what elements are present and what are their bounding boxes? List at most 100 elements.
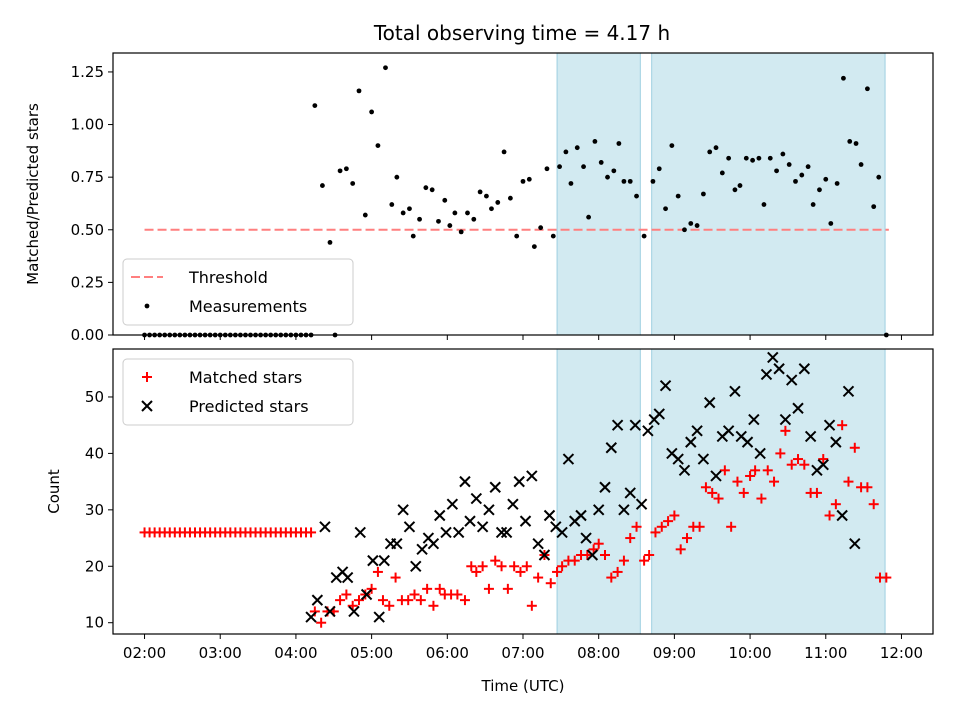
data-point — [377, 595, 388, 606]
data-point — [760, 368, 773, 381]
data-point — [428, 600, 439, 611]
marker-d2 — [483, 504, 495, 516]
data-point — [669, 510, 680, 521]
data-point — [634, 193, 639, 199]
y-tick-label: 50 — [85, 388, 104, 406]
data-point — [605, 174, 610, 180]
data-point — [704, 396, 716, 409]
marker-d2 — [446, 498, 459, 510]
data-point — [678, 464, 691, 477]
data-point — [477, 561, 488, 572]
x-tick-label: 07:00 — [501, 644, 544, 662]
data-point — [745, 470, 756, 481]
y-axis-label: Count — [45, 469, 63, 514]
marker-d2 — [722, 425, 735, 437]
data-point — [656, 166, 662, 172]
data-point — [598, 160, 604, 165]
data-point — [691, 425, 703, 437]
x-tick-label: 04:00 — [274, 644, 317, 662]
data-point — [580, 532, 592, 544]
y-tick-label: 1.00 — [71, 116, 104, 134]
data-point — [520, 178, 526, 184]
data-point — [710, 470, 722, 482]
data-point — [635, 498, 648, 510]
data-point — [650, 527, 661, 538]
y-tick-label: 30 — [85, 501, 104, 519]
marker-d2 — [470, 492, 483, 505]
data-point — [818, 454, 829, 465]
data-point — [754, 447, 766, 460]
data-point — [305, 611, 317, 623]
data-point — [663, 206, 668, 212]
data-point — [429, 187, 435, 193]
y-tick-label: 0.00 — [71, 326, 104, 344]
data-point — [403, 521, 416, 533]
marker-d2 — [672, 453, 684, 465]
data-point — [324, 605, 336, 618]
data-point — [390, 572, 401, 583]
marker-d2 — [532, 537, 544, 550]
data-point — [538, 225, 544, 231]
data-point — [841, 75, 846, 81]
data-point — [849, 442, 860, 453]
data-point — [650, 178, 656, 184]
data-point — [556, 526, 568, 539]
data-point — [543, 509, 556, 522]
data-point — [756, 155, 762, 161]
data-point — [694, 223, 700, 228]
data-point — [464, 515, 476, 527]
marker-d2 — [495, 526, 508, 539]
data-point — [557, 561, 568, 572]
data-point — [452, 210, 458, 216]
data-point — [611, 419, 624, 431]
data-point — [639, 555, 650, 566]
marker-d2 — [410, 560, 422, 572]
marker-d2 — [507, 498, 519, 510]
data-point — [452, 589, 463, 600]
data-point — [476, 521, 489, 533]
y-tick-label: 0.25 — [71, 273, 104, 291]
marker-d2 — [779, 413, 792, 426]
data-point — [470, 492, 483, 505]
data-point — [810, 202, 816, 207]
marker-d2 — [599, 481, 611, 493]
data-point — [526, 176, 532, 182]
data-point — [843, 476, 854, 487]
data-point — [417, 216, 422, 222]
data-point — [769, 476, 780, 487]
data-point — [356, 88, 362, 94]
data-point — [383, 65, 388, 71]
data-point — [685, 436, 697, 448]
data-point — [507, 498, 519, 510]
data-point — [407, 206, 412, 212]
data-point — [373, 611, 385, 623]
data-point — [792, 402, 804, 414]
data-point — [605, 442, 618, 454]
data-point — [697, 453, 710, 465]
data-point — [722, 425, 735, 437]
data-point — [452, 526, 465, 539]
marker-d2 — [440, 526, 452, 539]
marker-d2 — [798, 363, 811, 375]
data-point — [612, 566, 623, 577]
legend-frame — [122, 258, 354, 326]
data-point — [458, 229, 464, 235]
data-point — [805, 164, 811, 170]
data-point — [500, 526, 513, 539]
marker-d2 — [360, 588, 373, 601]
marker-d2 — [586, 549, 599, 561]
data-point — [799, 172, 805, 178]
data-point — [552, 566, 563, 577]
shaded-span-1 — [556, 348, 641, 635]
legend-entry: Threshold — [131, 268, 268, 287]
data-point — [375, 143, 381, 148]
marker-d2 — [666, 447, 678, 460]
data-point — [575, 509, 587, 522]
data-point — [618, 504, 630, 516]
data-point — [327, 240, 333, 245]
data-point — [688, 221, 694, 226]
marker-d2 — [500, 526, 513, 539]
data-point — [828, 221, 834, 226]
marker-d2 — [592, 504, 605, 516]
data-point — [773, 363, 785, 375]
